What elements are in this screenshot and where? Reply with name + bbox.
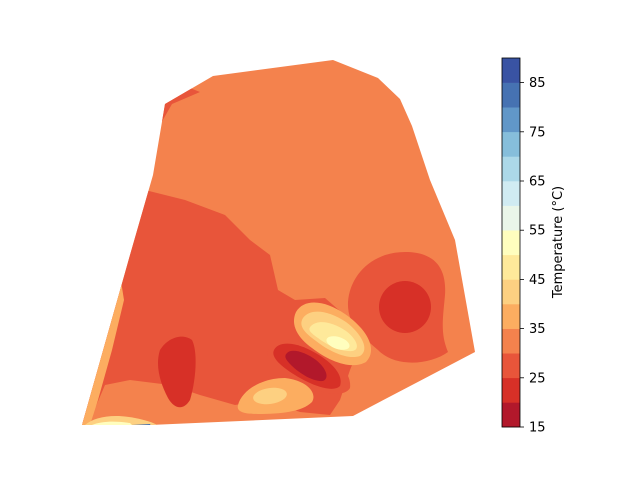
colorbar-band	[502, 82, 520, 108]
colorbar-label: Temperature (°C)	[551, 186, 566, 299]
colorbar-band	[502, 377, 520, 403]
colorbar-tick-label: 75	[529, 125, 546, 140]
colorbar-band	[502, 279, 520, 305]
colorbar-band	[502, 304, 520, 329]
colorbar-band	[502, 181, 520, 206]
colorbar-band	[502, 58, 520, 83]
colorbar-band	[502, 328, 520, 354]
colorbar-band	[502, 107, 520, 133]
colorbar-tick-label: 85	[529, 76, 546, 91]
contour-band-20-25-right	[379, 281, 431, 333]
colorbar-band	[502, 156, 520, 182]
contour-band-50-55-corner	[86, 421, 135, 425]
colorbar-tick-label: 25	[529, 371, 546, 386]
colorbar-tick-label: 35	[529, 322, 546, 337]
colorbar-band	[502, 230, 520, 256]
colorbar-band	[502, 353, 520, 379]
colorbar-band	[502, 402, 520, 428]
colorbar-frame	[501, 57, 521, 428]
colorbar	[502, 58, 520, 428]
colorbar-tick-label: 65	[529, 175, 546, 190]
contour-band-15-20-center	[285, 350, 327, 382]
colorbar-band	[502, 131, 520, 157]
colorbar-tick-label: 15	[529, 421, 546, 436]
contour-band-40-45-lower	[253, 387, 287, 405]
contour-band-50-55-center	[326, 336, 350, 350]
colorbar-tick-label: 55	[529, 224, 546, 239]
colorbar-ticks: 15 25 35 45 55 65 75 85	[520, 76, 546, 436]
colorbar-tick-label: 45	[529, 273, 546, 288]
contour-band-20-25-left	[157, 336, 196, 408]
colorbar-band	[502, 254, 520, 280]
contour-plot	[82, 60, 475, 425]
colorbar-band	[502, 205, 520, 231]
